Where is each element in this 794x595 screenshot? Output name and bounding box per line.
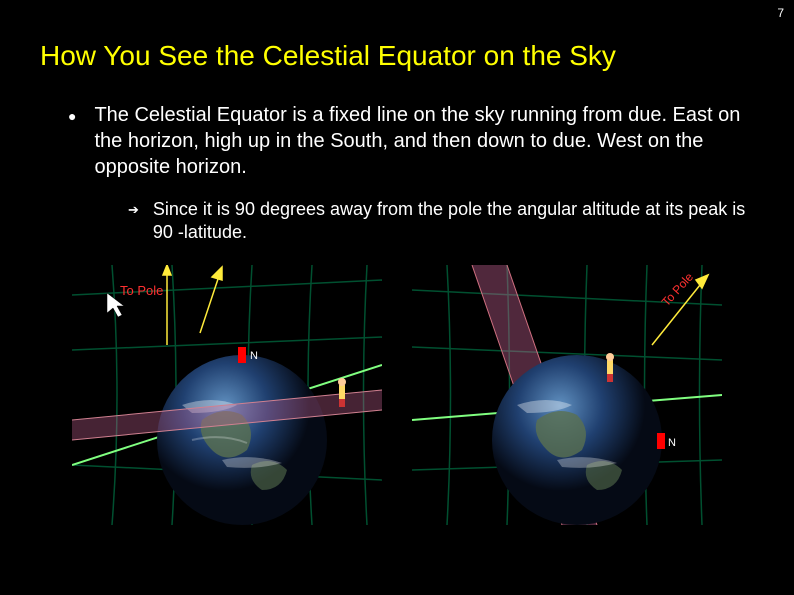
bullet-dot-icon: ● <box>68 107 76 180</box>
diagram-left: N To Pole <box>72 265 382 525</box>
diagram-row: N To Pole <box>0 265 794 525</box>
main-bullet: ● The Celestial Equator is a fixed line … <box>0 92 794 180</box>
diagram-left-svg: N To Pole <box>72 265 382 525</box>
slide-title: How You See the Celestial Equator on the… <box>0 0 794 92</box>
to-pole-label: To Pole <box>120 283 163 298</box>
north-marker <box>238 347 246 363</box>
observer-figure <box>606 353 614 382</box>
diagram-right-svg: N To Pole <box>412 265 722 525</box>
earth-globe <box>492 355 662 525</box>
sub-bullet-text: Since it is 90 degrees away from the pol… <box>153 198 754 245</box>
main-bullet-text: The Celestial Equator is a fixed line on… <box>94 102 754 180</box>
page-number: 7 <box>777 6 784 20</box>
diagram-right: N To Pole <box>412 265 722 525</box>
earth-globe <box>157 355 327 525</box>
north-marker <box>657 433 665 449</box>
observer-figure <box>338 378 346 407</box>
sub-bullet: ➔ Since it is 90 degrees away from the p… <box>0 180 794 245</box>
north-label: N <box>668 437 676 449</box>
north-label: N <box>250 350 258 362</box>
bullet-arrow-icon: ➔ <box>128 202 139 245</box>
